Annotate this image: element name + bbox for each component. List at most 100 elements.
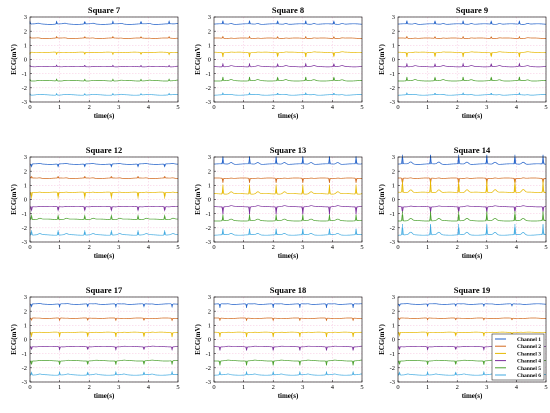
series-line-channel-2 bbox=[213, 35, 363, 39]
series-line-channel-3 bbox=[213, 185, 363, 195]
x-tick-label: 1 bbox=[242, 104, 245, 111]
chart-panel: 0 1 2 3 4 5 -3 -2 -1 0 1 2 3 Square 17 time(s) ECG(mV) bbox=[10, 285, 180, 400]
chart-panel: 0 1 2 3 4 5 -3 -2 -1 0 1 2 3 Square 18 time(s) ECG(mV) bbox=[194, 285, 364, 400]
chart-panel: 0 1 2 3 4 5 -3 -2 -1 0 1 2 3 Square 14 time(s) ECG(mV) bbox=[378, 145, 548, 260]
y-tick-label: 3 bbox=[208, 154, 211, 161]
series-line-channel-1 bbox=[213, 156, 363, 165]
series-line-channel-2 bbox=[213, 317, 363, 322]
y-tick-label: -2 bbox=[206, 85, 211, 92]
y-axis-label: ECG(mV) bbox=[378, 43, 386, 74]
x-tick-label: 1 bbox=[58, 104, 61, 111]
x-axis-label: time(s) bbox=[94, 392, 115, 400]
x-tick-label: 1 bbox=[426, 104, 429, 111]
series-line-channel-6 bbox=[29, 231, 179, 236]
x-tick-label: 1 bbox=[242, 384, 245, 391]
y-tick-label: -3 bbox=[206, 239, 211, 246]
y-tick-label: -1 bbox=[22, 211, 27, 218]
panel-title: Square 9 bbox=[456, 5, 488, 15]
series-line-channel-3 bbox=[397, 331, 547, 337]
y-tick-label: -2 bbox=[206, 225, 211, 232]
y-tick-label: 3 bbox=[24, 154, 27, 161]
x-tick-label: 4 bbox=[515, 244, 519, 251]
y-tick-label: 1 bbox=[208, 43, 211, 50]
y-tick-label: -3 bbox=[22, 99, 27, 106]
y-tick-label: 0 bbox=[24, 197, 27, 204]
series-line-channel-3 bbox=[397, 181, 547, 194]
y-tick-label: -1 bbox=[390, 71, 395, 78]
chart-panel: 0 1 2 3 4 5 -3 -2 -1 0 1 2 3 Square 9 time(s) ECG(mV) bbox=[378, 5, 548, 120]
x-tick-label: 3 bbox=[301, 104, 304, 111]
series-line-channel-3 bbox=[29, 191, 179, 197]
x-tick-label: 3 bbox=[301, 244, 304, 251]
series-line-channel-3 bbox=[213, 331, 363, 337]
x-axis-label: time(s) bbox=[278, 112, 299, 120]
y-tick-label: 1 bbox=[208, 183, 211, 190]
series-line-channel-2 bbox=[29, 35, 179, 39]
x-tick-label: 3 bbox=[485, 104, 488, 111]
series-line-channel-4 bbox=[213, 62, 363, 68]
y-tick-label: 0 bbox=[24, 57, 27, 64]
chart-panel: 0 1 2 3 4 5 -3 -2 -1 0 1 2 3 Square 8 time(s) ECG(mV) bbox=[194, 5, 364, 120]
series-line-channel-5 bbox=[397, 76, 547, 82]
x-tick-label: 4 bbox=[147, 104, 151, 111]
panel-title: Square 19 bbox=[454, 285, 490, 295]
x-tick-label: 1 bbox=[58, 244, 61, 251]
panel-title: Square 13 bbox=[270, 145, 306, 155]
y-tick-label: 1 bbox=[392, 183, 395, 190]
x-axis-label: time(s) bbox=[278, 252, 299, 260]
y-tick-label: 0 bbox=[24, 337, 27, 344]
y-tick-label: 1 bbox=[24, 183, 27, 190]
y-tick-label: 2 bbox=[24, 308, 27, 315]
x-tick-label: 0 bbox=[212, 384, 215, 391]
series-line-channel-6 bbox=[213, 370, 363, 376]
y-tick-label: 3 bbox=[392, 14, 395, 21]
legend-label: Channel 5 bbox=[517, 366, 541, 372]
legend-label: Channel 2 bbox=[517, 344, 541, 350]
x-tick-label: 3 bbox=[485, 244, 488, 251]
x-tick-label: 5 bbox=[544, 104, 547, 111]
y-tick-label: 1 bbox=[24, 323, 27, 330]
chart-panel: 0 1 2 3 4 5 -3 -2 -1 0 1 2 3 Square 7 time(s) ECG(mV) bbox=[10, 5, 180, 120]
chart-panel: 0 1 2 3 4 5 -3 -2 -1 0 1 2 3 Square 12 time(s) ECG(mV) bbox=[10, 145, 180, 260]
x-tick-label: 5 bbox=[544, 384, 547, 391]
legend-box bbox=[491, 333, 545, 381]
y-tick-label: -1 bbox=[22, 71, 27, 78]
panel-title: Square 14 bbox=[454, 145, 491, 155]
x-tick-label: 4 bbox=[515, 384, 519, 391]
x-tick-label: 2 bbox=[88, 244, 91, 251]
x-tick-label: 4 bbox=[147, 244, 151, 251]
y-tick-label: -1 bbox=[206, 71, 211, 78]
y-tick-label: -3 bbox=[22, 379, 27, 386]
series-line-channel-3 bbox=[397, 51, 547, 58]
y-tick-label: 0 bbox=[392, 337, 395, 344]
x-axis-label: time(s) bbox=[94, 112, 115, 120]
x-axis-label: time(s) bbox=[462, 112, 483, 120]
y-tick-label: 2 bbox=[24, 28, 27, 35]
series-line-channel-5 bbox=[397, 212, 547, 222]
y-tick-label: 2 bbox=[208, 168, 211, 175]
y-tick-label: -2 bbox=[22, 365, 27, 372]
panel-title: Square 8 bbox=[272, 5, 304, 15]
y-tick-label: -2 bbox=[22, 85, 27, 92]
series-line-channel-4 bbox=[29, 345, 179, 352]
x-tick-label: 4 bbox=[147, 384, 151, 391]
x-tick-label: 3 bbox=[117, 244, 120, 251]
y-tick-label: 2 bbox=[208, 308, 211, 315]
y-tick-label: 3 bbox=[208, 294, 211, 301]
y-axis-label: ECG(mV) bbox=[10, 183, 18, 214]
series-line-channel-3 bbox=[29, 51, 179, 56]
legend-label: Channel 6 bbox=[517, 373, 541, 379]
series-line-channel-4 bbox=[213, 205, 363, 214]
y-tick-label: -1 bbox=[206, 211, 211, 218]
series-line-channel-5 bbox=[213, 215, 363, 222]
y-tick-label: -1 bbox=[22, 351, 27, 358]
x-tick-label: 4 bbox=[331, 384, 335, 391]
x-tick-label: 5 bbox=[176, 244, 179, 251]
x-tick-label: 3 bbox=[117, 104, 120, 111]
y-tick-label: 0 bbox=[208, 57, 211, 64]
y-tick-label: -3 bbox=[206, 99, 211, 106]
x-tick-label: 2 bbox=[456, 104, 459, 111]
series-line-channel-5 bbox=[29, 78, 179, 82]
y-tick-label: 0 bbox=[392, 57, 395, 64]
